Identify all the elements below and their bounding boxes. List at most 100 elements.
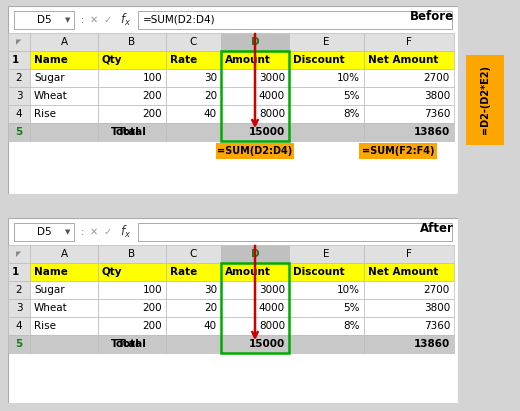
Bar: [30, 317, 98, 335]
Text: Total: Total: [111, 127, 140, 137]
Text: Rise: Rise: [34, 321, 56, 331]
Bar: [221, 281, 289, 299]
Text: 4000: 4000: [259, 91, 285, 101]
Text: 7360: 7360: [424, 321, 450, 331]
Text: Wheat: Wheat: [34, 303, 68, 313]
Text: A: A: [60, 249, 68, 259]
Text: 100: 100: [142, 73, 162, 83]
Bar: [216, 143, 294, 159]
Text: 200: 200: [142, 303, 162, 313]
Bar: [8, 69, 30, 87]
Bar: [364, 299, 454, 317]
Text: :: :: [81, 227, 84, 237]
Text: 30: 30: [204, 73, 217, 83]
Text: 4000: 4000: [259, 303, 285, 313]
Bar: [221, 51, 289, 141]
Bar: [30, 281, 98, 299]
Bar: [289, 245, 364, 263]
Bar: [166, 281, 221, 299]
Bar: [364, 123, 454, 141]
Bar: [221, 245, 289, 263]
Bar: [289, 51, 364, 69]
Bar: [138, 223, 452, 241]
Bar: [289, 299, 364, 317]
Bar: [364, 87, 454, 105]
Bar: [166, 263, 221, 281]
Bar: [166, 105, 221, 123]
Text: 10%: 10%: [337, 73, 360, 83]
Text: ▼: ▼: [66, 229, 71, 235]
Text: 3: 3: [16, 91, 22, 101]
Bar: [8, 335, 30, 353]
Text: 40: 40: [204, 109, 217, 119]
Text: 3800: 3800: [424, 303, 450, 313]
Text: 1: 1: [12, 55, 19, 65]
Bar: [166, 87, 221, 105]
Text: 8%: 8%: [344, 321, 360, 331]
Text: ✓: ✓: [104, 15, 112, 25]
Text: Net Amount: Net Amount: [368, 267, 438, 277]
Text: 13860: 13860: [414, 127, 450, 137]
Text: 20: 20: [204, 303, 217, 313]
Bar: [166, 69, 221, 87]
Text: 100: 100: [142, 285, 162, 295]
Bar: [30, 105, 98, 123]
Bar: [166, 123, 221, 141]
Text: Rate: Rate: [170, 55, 197, 65]
Bar: [364, 335, 454, 353]
Text: 8%: 8%: [344, 109, 360, 119]
Bar: [221, 87, 289, 105]
Bar: [166, 33, 221, 51]
Text: 5: 5: [16, 339, 23, 349]
Text: Rate: Rate: [170, 267, 197, 277]
Bar: [98, 123, 166, 141]
Text: 3: 3: [16, 303, 22, 313]
Text: ▼: ▼: [66, 17, 71, 23]
Bar: [289, 105, 364, 123]
Text: C: C: [190, 249, 197, 259]
Text: $f_x$: $f_x$: [121, 224, 132, 240]
Text: 3000: 3000: [259, 73, 285, 83]
Text: 5%: 5%: [344, 303, 360, 313]
Text: Sugar: Sugar: [34, 285, 64, 295]
Text: ✓: ✓: [104, 227, 112, 237]
Text: B: B: [128, 249, 136, 259]
Bar: [289, 123, 364, 141]
Bar: [30, 123, 98, 141]
Bar: [221, 317, 289, 335]
Text: 3800: 3800: [424, 91, 450, 101]
Bar: [30, 51, 98, 69]
Bar: [221, 263, 289, 281]
Bar: [98, 299, 166, 317]
Text: 4: 4: [16, 109, 22, 119]
Bar: [166, 51, 221, 69]
Text: =SUM(D2:D4): =SUM(D2:D4): [143, 15, 216, 25]
Bar: [30, 69, 98, 87]
Text: E: E: [323, 37, 330, 47]
Text: =SUM(D2:D4): =SUM(D2:D4): [217, 146, 293, 156]
Text: C: C: [190, 37, 197, 47]
Text: Discount: Discount: [293, 267, 345, 277]
Bar: [221, 69, 289, 87]
Text: F: F: [406, 249, 412, 259]
Text: :: :: [81, 15, 84, 25]
Bar: [30, 33, 98, 51]
Bar: [8, 299, 30, 317]
Text: =D2-(D2*E2): =D2-(D2*E2): [480, 65, 490, 134]
Text: 8000: 8000: [259, 109, 285, 119]
Text: 200: 200: [142, 321, 162, 331]
Bar: [166, 299, 221, 317]
Text: Rise: Rise: [34, 109, 56, 119]
Bar: [8, 123, 30, 141]
Bar: [30, 87, 98, 105]
Text: Discount: Discount: [293, 55, 345, 65]
Text: 13860: 13860: [414, 339, 450, 349]
Bar: [289, 281, 364, 299]
Bar: [98, 317, 166, 335]
Text: 30: 30: [204, 285, 217, 295]
Text: 40: 40: [204, 321, 217, 331]
Text: 15000: 15000: [249, 339, 285, 349]
Text: D: D: [251, 37, 259, 47]
Text: Sugar: Sugar: [34, 73, 64, 83]
Bar: [289, 335, 364, 353]
